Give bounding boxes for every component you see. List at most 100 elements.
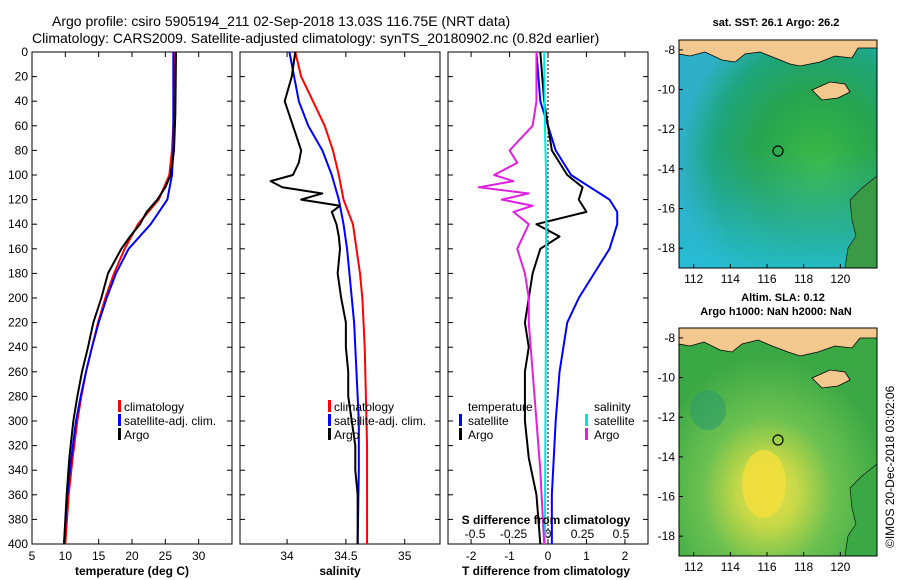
- legend-label: satellite: [594, 414, 635, 428]
- series-s-argo: [477, 52, 546, 545]
- map-x-tick-label: 114: [721, 272, 740, 286]
- sla-frame: [678, 327, 878, 557]
- x-tick-label: 5: [29, 549, 36, 563]
- series-climatology: [64, 51, 176, 545]
- s-tick-label: 0: [545, 527, 552, 541]
- sla-high-anomaly: [742, 450, 786, 518]
- sla-argo-marker: [772, 434, 784, 446]
- depth-axis: 0 20 40 60 80 100 120 140 160 180 200 220 240 260 280 3…: [8, 45, 28, 551]
- salinity-xlabel: salinity: [319, 564, 361, 578]
- depth-tick-label: 80: [15, 143, 29, 157]
- sst-cool-water: [679, 150, 877, 268]
- title-line-2: Climatology: CARS2009. Satellite-adjuste…: [32, 30, 599, 46]
- map-x-tick-label: 118: [794, 272, 813, 286]
- difference-plot: -2 -1 0 1 2 -0.5 -0.25 0 0.25 0.5: [448, 51, 648, 563]
- sla-field: [679, 328, 877, 556]
- map-x-tick-label: 116: [757, 272, 776, 286]
- map-x-tick-label: 114: [721, 560, 740, 574]
- depth-tick-label: 120: [8, 193, 28, 207]
- map-y-tick-label: -10: [658, 371, 676, 385]
- depth-tick-label: 20: [15, 70, 29, 84]
- map-y-tick-label: -14: [658, 450, 676, 464]
- map-x-tick-label: 118: [794, 560, 813, 574]
- x-tick-label: 30: [192, 549, 206, 563]
- sla-land-java: [678, 327, 878, 357]
- depth-tick-label: 40: [15, 94, 29, 108]
- series-t-satellite: [535, 51, 619, 544]
- depth-tick-label: 60: [15, 119, 29, 133]
- map-x-tick-label: 120: [830, 560, 850, 574]
- map-y-tick-label: -18: [658, 241, 676, 255]
- map-y-tick-label: -16: [658, 490, 676, 504]
- depth-tick-label: 180: [8, 266, 28, 280]
- x-tick-label: 0: [545, 549, 552, 563]
- map-y-tick-label: -12: [658, 122, 676, 136]
- series-t-argo: [523, 51, 588, 545]
- map-y-tick-label: -8: [664, 331, 675, 345]
- legend-label: satellite: [468, 414, 509, 428]
- sla-low-anomaly: [690, 390, 726, 430]
- depth-tick-label: 340: [8, 463, 28, 477]
- x-tick-label: 20: [125, 549, 139, 563]
- legend-swatch-argo: [328, 428, 331, 440]
- legend-label: satellite-adj. clim.: [334, 414, 426, 428]
- legend-label: climatology: [124, 400, 184, 414]
- depth-tick-label: 160: [8, 242, 28, 256]
- legend-swatch-s-argo: [585, 428, 588, 440]
- s-tick-label: 0.25: [571, 527, 595, 541]
- sst-map: [678, 39, 878, 269]
- sst-argo-marker: [772, 145, 784, 157]
- sla-land-sumba: [811, 369, 851, 389]
- salinity-legend: climatology satellite-adj. clim. Argo: [328, 400, 426, 442]
- legend-label: Argo: [334, 428, 360, 442]
- sst-axes: 112 114 116 118 120 -8 -10 -12 -14 -16 -18: [658, 43, 851, 286]
- difference-top-xlabel: S difference from climatology: [462, 513, 631, 527]
- legend-label: climatology: [334, 400, 394, 414]
- watermark: ©IMOS 20-Dec-2018 03:02:06: [883, 385, 897, 548]
- map-x-tick-label: 112: [684, 272, 703, 286]
- salinity-plot: 34 34.5 35: [240, 51, 440, 563]
- series-argo: [269, 51, 359, 544]
- map-x-tick-label: 120: [830, 272, 850, 286]
- s-tick-label: -0.25: [500, 527, 528, 541]
- series-satellite-adj-clim-: [288, 51, 360, 545]
- legend-swatch-t-satellite: [459, 414, 462, 426]
- map-y-tick-label: -10: [658, 83, 676, 97]
- legend-title-salinity: salinity: [594, 400, 631, 414]
- x-tick-label: 10: [59, 549, 73, 563]
- depth-tick-label: 240: [8, 340, 28, 354]
- depth-tick-label: 300: [8, 414, 28, 428]
- x-tick-label: 34: [280, 549, 294, 563]
- map-x-tick-label: 112: [684, 560, 703, 574]
- x-tick-label: 25: [159, 549, 173, 563]
- depth-tick-label: 280: [8, 389, 28, 403]
- legend-title-temperature: temperature: [468, 400, 533, 414]
- sst-map-title: sat. SST: 26.1 Argo: 26.2: [713, 17, 840, 29]
- depth-tick-label: 400: [8, 537, 28, 551]
- s-tick-label: -0.5: [465, 527, 486, 541]
- depth-tick-label: 360: [8, 488, 28, 502]
- map-y-tick-label: -12: [658, 410, 676, 424]
- depth-tick-label: 260: [8, 365, 28, 379]
- sst-land-java: [678, 39, 878, 67]
- legend-label: Argo: [594, 428, 620, 442]
- x-tick-label: 1: [583, 549, 590, 563]
- sla-map: [678, 327, 878, 557]
- x-tick-label: 2: [622, 549, 629, 563]
- difference-legend: temperature satellite Argo salinity sate…: [459, 400, 635, 442]
- legend-swatch-climatology: [118, 400, 121, 412]
- legend-swatch-satellite: [328, 414, 331, 426]
- sla-map-title: Altim. SLA: 0.12: [741, 292, 825, 304]
- legend-swatch-t-argo: [459, 428, 462, 440]
- sst-frame: [678, 39, 878, 269]
- depth-tick-label: 140: [8, 217, 28, 231]
- series-argo: [63, 51, 177, 545]
- legend-label: satellite-adj. clim.: [124, 414, 216, 428]
- temperature-plot: 5 10 15 20 25 30: [29, 51, 232, 563]
- x-tick-label: -2: [466, 549, 477, 563]
- sst-land-sumba: [811, 81, 851, 101]
- series-climatology: [294, 51, 369, 544]
- depth-tick-label: 200: [8, 291, 28, 305]
- legend-swatch-s-satellite: [585, 414, 588, 426]
